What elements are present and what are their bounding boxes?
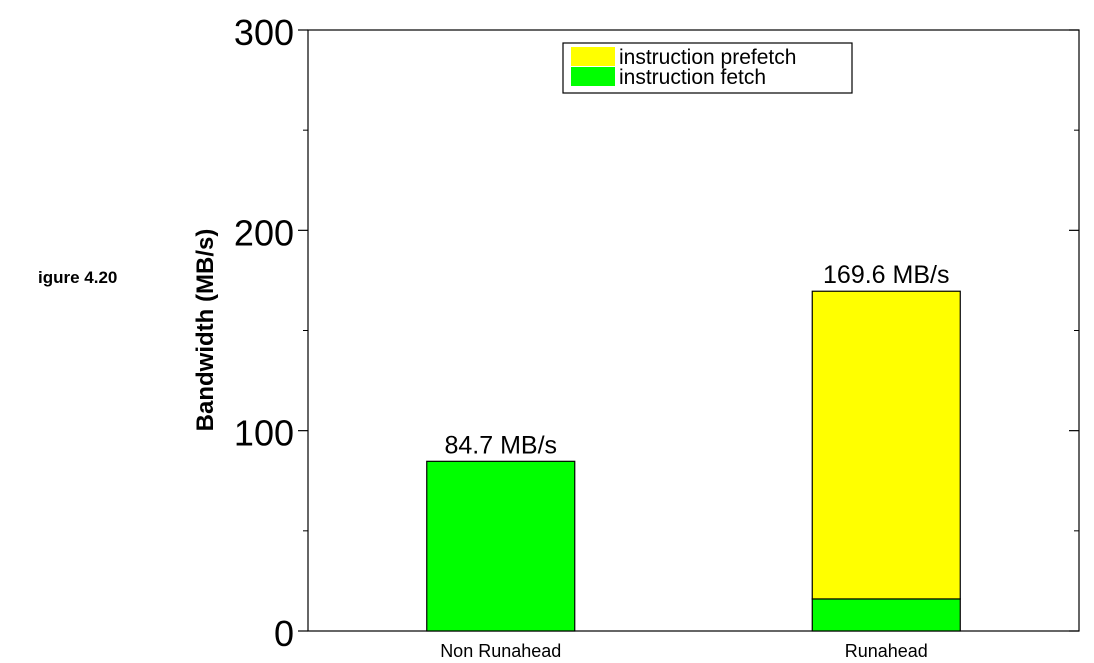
bar-data-label: 84.7 MB/s xyxy=(444,431,557,459)
legend-swatch xyxy=(571,67,615,86)
x-tick-label: Runahead xyxy=(845,641,928,661)
bar-data-label: 169.6 MB/s xyxy=(823,261,949,289)
legend-swatch xyxy=(571,47,615,66)
bar-instruction-fetch xyxy=(811,598,961,632)
legend-label: instruction prefetch xyxy=(619,46,796,69)
legend-label: instruction fetch xyxy=(619,66,766,89)
y-tick-label: 0 xyxy=(274,613,294,654)
bar-instruction-prefetch xyxy=(811,290,961,600)
y-tick-label: 200 xyxy=(234,212,294,253)
plot-area-frame xyxy=(307,29,1080,632)
bar-instruction-fetch xyxy=(426,460,576,632)
y-tick-label: 100 xyxy=(234,413,294,454)
y-tick-label: 300 xyxy=(234,12,294,53)
y-axis-title: Bandwidth (MB/s) xyxy=(192,229,219,432)
x-tick-label: Non Runahead xyxy=(440,641,561,661)
figure-label: igure 4.20 xyxy=(38,268,118,287)
